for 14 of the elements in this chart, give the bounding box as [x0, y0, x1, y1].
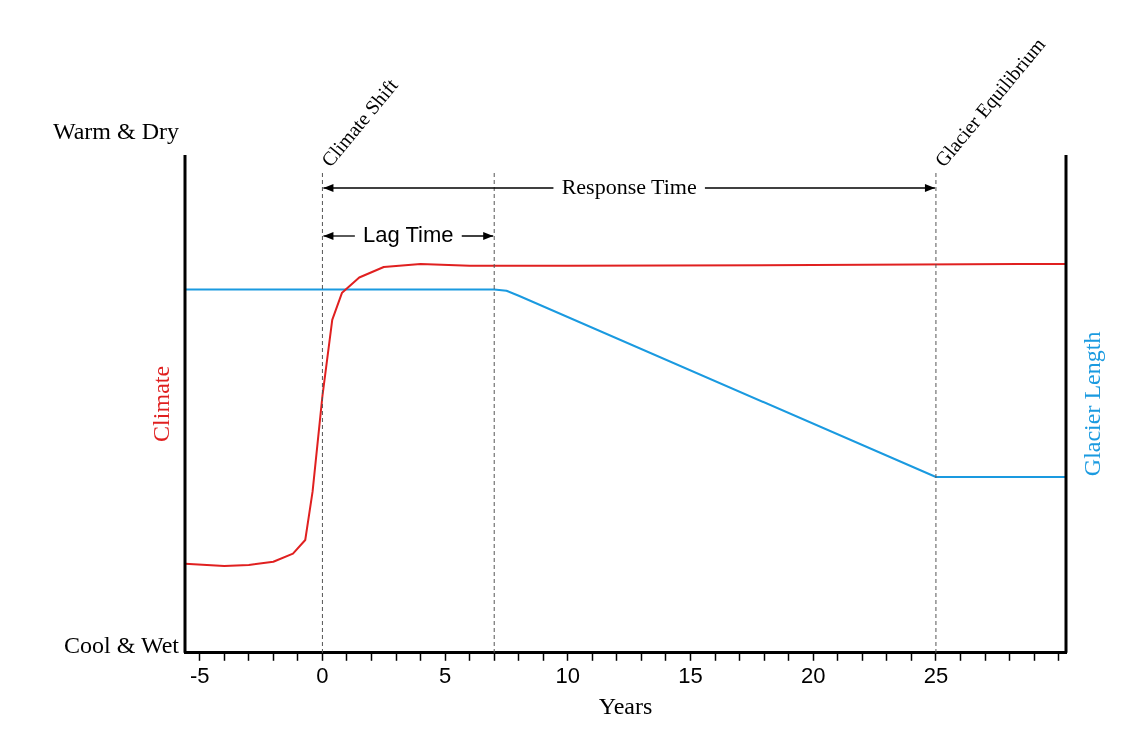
text: Climate [148, 365, 175, 442]
x-tick-label: 5 [439, 663, 452, 689]
text: Lag Time [363, 222, 454, 248]
x-axis-title: Years [598, 692, 653, 719]
x-tick-label: 10 [555, 663, 581, 689]
x-tick-label: 20 [800, 663, 826, 689]
x-tick-label: 15 [678, 663, 703, 689]
text: Warm & Dry [52, 118, 179, 145]
text: Cool & Wet [64, 632, 180, 659]
x-tick-label: -5 [189, 663, 210, 689]
x-tick-label: 25 [923, 663, 949, 689]
text: Response Time [561, 173, 697, 199]
text: Glacier Length [1079, 331, 1106, 477]
x-tick-label: 0 [316, 663, 329, 689]
